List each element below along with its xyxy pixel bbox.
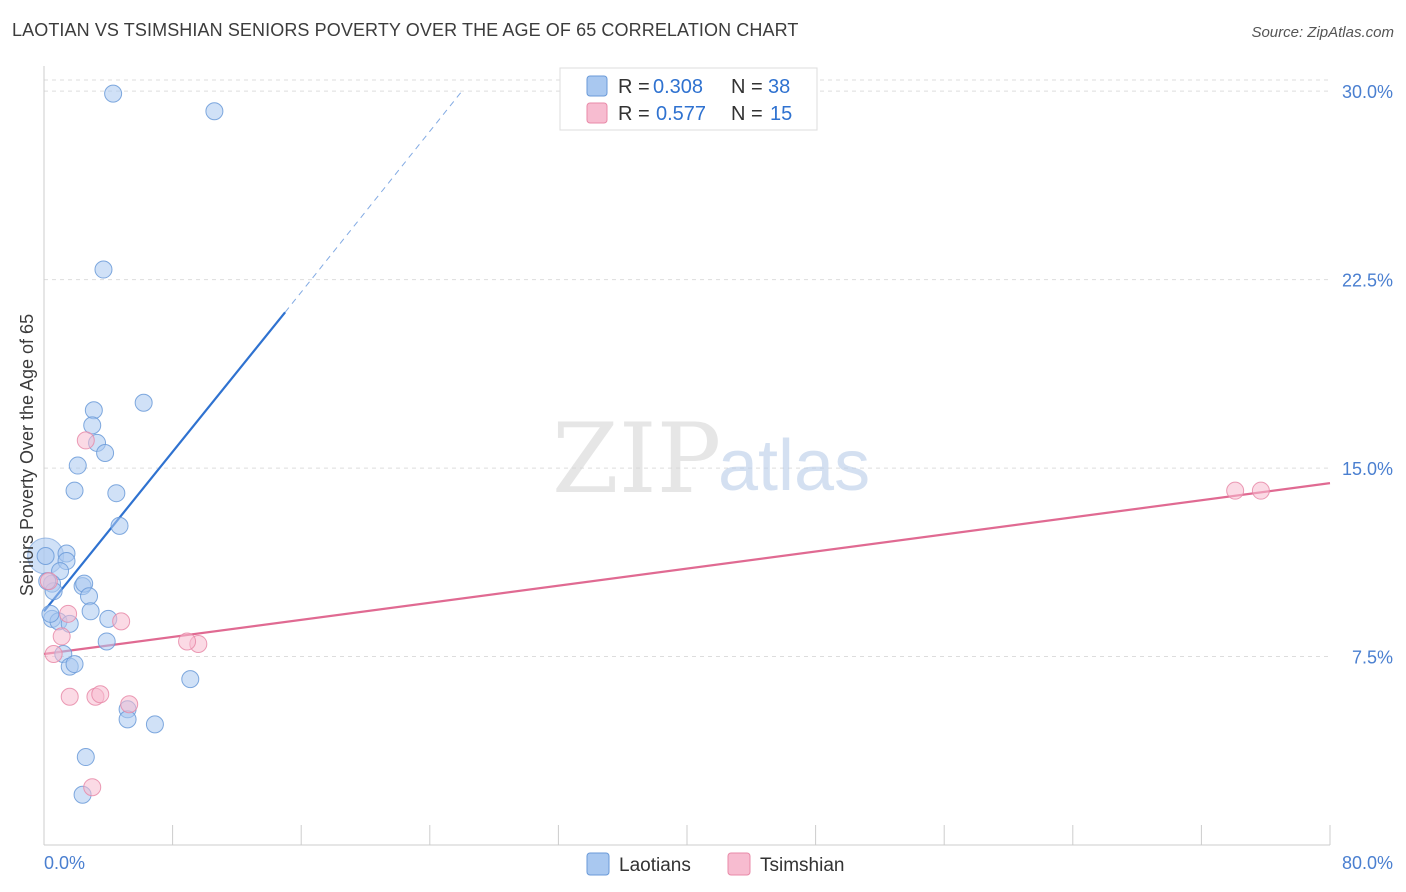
legend-n-label-tsimshian: N = xyxy=(731,103,763,125)
bottom-legend-swatch-tsimshian xyxy=(727,852,751,876)
point-tsimshian xyxy=(76,431,95,450)
watermark-atlas: atlas xyxy=(718,426,870,506)
point-laotians xyxy=(94,260,113,279)
trend-line-tsimshian xyxy=(43,482,1331,656)
trend-line-laotians-extension xyxy=(284,90,463,313)
y-tick-label: 15.0% xyxy=(1342,459,1393,479)
data-points xyxy=(27,84,1270,804)
axes xyxy=(43,66,1331,846)
point-laotians xyxy=(81,602,100,621)
point-laotians xyxy=(41,604,60,623)
point-tsimshian xyxy=(39,572,58,591)
x-tick-labels: 0.0% 80.0% xyxy=(44,853,1393,873)
point-laotians xyxy=(97,632,116,651)
point-tsimshian xyxy=(1251,481,1270,500)
y-tick-label: 30.0% xyxy=(1342,82,1393,102)
point-laotians xyxy=(68,456,87,475)
point-tsimshian xyxy=(178,632,197,651)
point-tsimshian xyxy=(83,778,102,797)
point-laotians xyxy=(145,715,164,734)
legend-n-value-tsimshian: 15 xyxy=(770,103,792,125)
legend-r-label-tsimshian: R = xyxy=(618,103,650,125)
point-tsimshian xyxy=(1226,481,1245,500)
series-legend: Laotians Tsimshian xyxy=(586,852,844,876)
point-laotians xyxy=(205,102,224,121)
point-laotians xyxy=(65,655,84,674)
point-laotians xyxy=(96,443,115,462)
y-tick-labels: 7.5% 15.0% 22.5% 30.0% xyxy=(1342,82,1393,667)
point-tsimshian xyxy=(44,645,63,664)
x-tick-label-min: 0.0% xyxy=(44,853,85,873)
legend-n-value-laotians: 38 xyxy=(768,76,790,98)
legend-r-label-laotians: R = xyxy=(618,76,650,98)
point-laotians xyxy=(76,748,95,767)
point-tsimshian xyxy=(91,685,110,704)
legend-swatch-tsimshian xyxy=(586,102,608,124)
point-laotians xyxy=(36,547,55,566)
bottom-legend-laotians: Laotians xyxy=(619,855,691,876)
point-laotians xyxy=(65,481,84,500)
point-laotians xyxy=(110,516,129,535)
watermark: ZIP atlas xyxy=(552,403,870,515)
watermark-zip: ZIP xyxy=(552,403,721,515)
source-credit: Source: ZipAtlas.com xyxy=(1251,24,1394,41)
y-axis-title: Seniors Poverty Over the Age of 65 xyxy=(17,314,37,596)
legend-r-value-laotians: 0.308 xyxy=(653,76,703,98)
point-tsimshian xyxy=(112,612,131,631)
trend-lines xyxy=(43,90,1331,656)
point-laotians xyxy=(104,84,123,103)
trend-line-laotians xyxy=(43,311,286,612)
point-tsimshian xyxy=(60,687,79,706)
point-laotians xyxy=(83,416,102,435)
point-laotians xyxy=(84,401,103,420)
correlation-legend: R = 0.308 N = 38 R = 0.577 N = 15 xyxy=(559,67,818,131)
legend-swatch-laotians xyxy=(586,75,608,97)
point-laotians xyxy=(107,484,126,503)
bottom-legend-swatch-laotians xyxy=(586,852,610,876)
chart-title: LAOTIAN VS TSIMSHIAN SENIORS POVERTY OVE… xyxy=(12,20,799,40)
point-laotians xyxy=(118,710,137,729)
legend-r-value-tsimshian: 0.577 xyxy=(656,103,706,125)
bottom-legend-tsimshian: Tsimshian xyxy=(760,855,844,876)
y-tick-label: 7.5% xyxy=(1352,648,1393,668)
point-tsimshian xyxy=(59,604,78,623)
point-tsimshian xyxy=(120,695,139,714)
point-laotians xyxy=(181,670,200,689)
x-tick-label-max: 80.0% xyxy=(1342,853,1393,873)
point-laotians xyxy=(51,562,70,581)
point-laotians xyxy=(80,587,99,606)
gridlines xyxy=(44,79,1330,658)
y-tick-label: 22.5% xyxy=(1342,271,1393,291)
legend-n-label-laotians: N = xyxy=(731,76,763,98)
point-tsimshian xyxy=(52,627,71,646)
point-laotians xyxy=(134,393,153,412)
